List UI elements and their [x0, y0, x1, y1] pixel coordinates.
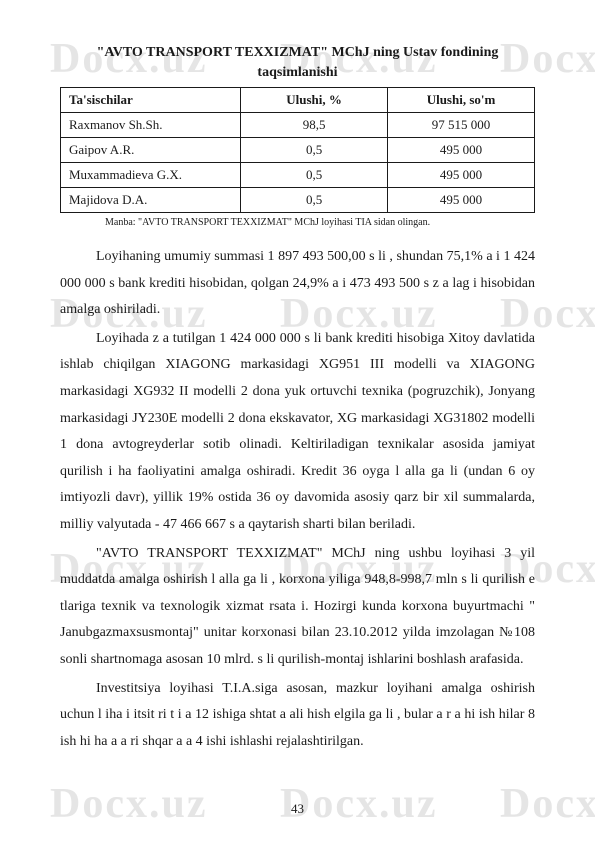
table-cell: Gaipov A.R. [61, 138, 241, 163]
table-row: Raxmanov Sh.Sh. 98,5 97 515 000 [61, 113, 535, 138]
source-note: Manba: "AVTO TRANSPORT TEXXIZMAT" MChJ l… [105, 217, 535, 228]
table-row: Muxammadieva G.X. 0,5 495 000 [61, 163, 535, 188]
table-cell: 98,5 [241, 113, 388, 138]
table-cell: 495 000 [388, 163, 535, 188]
table-header: Ulushi, % [241, 88, 388, 113]
founders-table: Ta'sischilar Ulushi, % Ulushi, so'm Raxm… [60, 87, 535, 213]
doc-title: "AVTO TRANSPORT TEXXIZMAT" MChJ ning Ust… [60, 45, 535, 61]
paragraph: Loyihada z a tutilgan 1 424 000 000 s li… [60, 326, 535, 539]
table-row: Gaipov A.R. 0,5 495 000 [61, 138, 535, 163]
table-cell: Muxammadieva G.X. [61, 163, 241, 188]
doc-subtitle: taqsimlanishi [60, 65, 535, 81]
table-cell: Majidova D.A. [61, 188, 241, 213]
table-header: Ulushi, so'm [388, 88, 535, 113]
table-header: Ta'sischilar [61, 88, 241, 113]
paragraph: Loyihaning umumiy summasi 1 897 493 500,… [60, 244, 535, 324]
paragraph: Investitsiya loyihasi T.I.A.siga asosan,… [60, 676, 535, 756]
table-cell: 0,5 [241, 163, 388, 188]
table-cell: 97 515 000 [388, 113, 535, 138]
paragraph: "AVTO TRANSPORT TEXXIZMAT" MChJ ning ush… [60, 541, 535, 674]
table-cell: 0,5 [241, 188, 388, 213]
table-cell: Raxmanov Sh.Sh. [61, 113, 241, 138]
page-number: 43 [0, 801, 595, 817]
table-cell: 495 000 [388, 188, 535, 213]
table-cell: 495 000 [388, 138, 535, 163]
table-row: Majidova D.A. 0,5 495 000 [61, 188, 535, 213]
table-cell: 0,5 [241, 138, 388, 163]
table-header-row: Ta'sischilar Ulushi, % Ulushi, so'm [61, 88, 535, 113]
